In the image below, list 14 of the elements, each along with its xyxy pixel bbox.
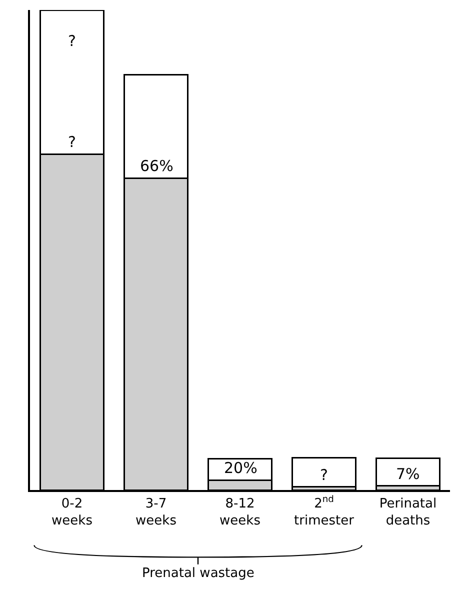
annotation: 7%	[396, 465, 420, 483]
x-tick-label: Perinatal deaths	[379, 496, 437, 528]
x-tick-label: 2$^{nd}$ trimester	[294, 495, 355, 528]
x-tick-label: 3-7 weeks	[136, 496, 177, 528]
bar	[291, 457, 357, 488]
annotation: 66%	[140, 157, 174, 175]
bar	[375, 458, 441, 486]
annotation: ?	[320, 466, 328, 484]
x-tick-label: 0-2 weeks	[52, 496, 93, 528]
x-tick-label: 8-12 weeks	[220, 496, 261, 528]
annotation: 20%	[224, 459, 258, 477]
annotation: ?	[68, 32, 76, 50]
text: Prenatal wastage	[142, 566, 254, 581]
annotation: ?	[68, 133, 76, 151]
